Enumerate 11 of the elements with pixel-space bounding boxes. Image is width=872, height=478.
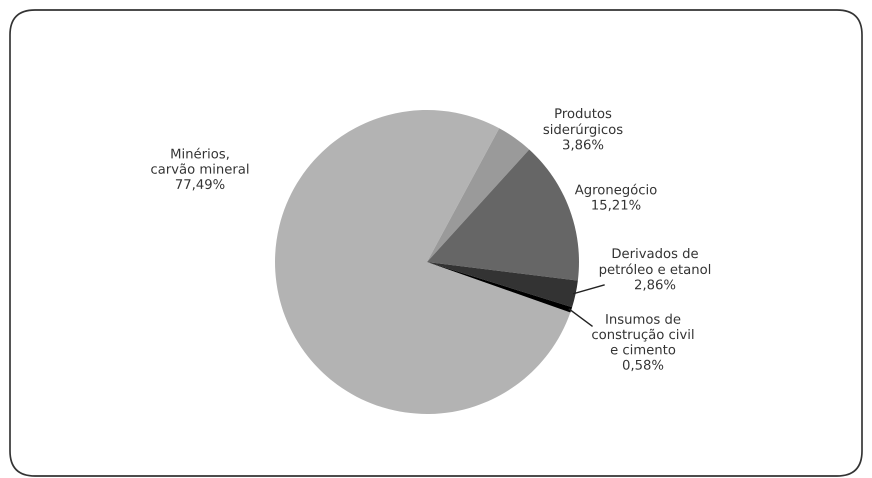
- data-label: 2,86%: [635, 279, 676, 291]
- pie-slice: [427, 128, 530, 262]
- slice-label: Derivados de petróleo e etanol: [600, 248, 710, 277]
- data-label: 77,49%: [176, 179, 224, 190]
- data-label: 3,86%: [563, 139, 604, 151]
- slice-label: Agronegócio: [574, 184, 657, 198]
- data-label: 15,21%: [592, 200, 640, 212]
- slice-label: Insumos de construção civil e cimento: [592, 314, 694, 354]
- data-label: 0,58%: [622, 360, 664, 372]
- slice-label: Minérios, carvão mineral: [151, 148, 248, 174]
- slice-label: Produtos siderúrgicos: [544, 108, 622, 137]
